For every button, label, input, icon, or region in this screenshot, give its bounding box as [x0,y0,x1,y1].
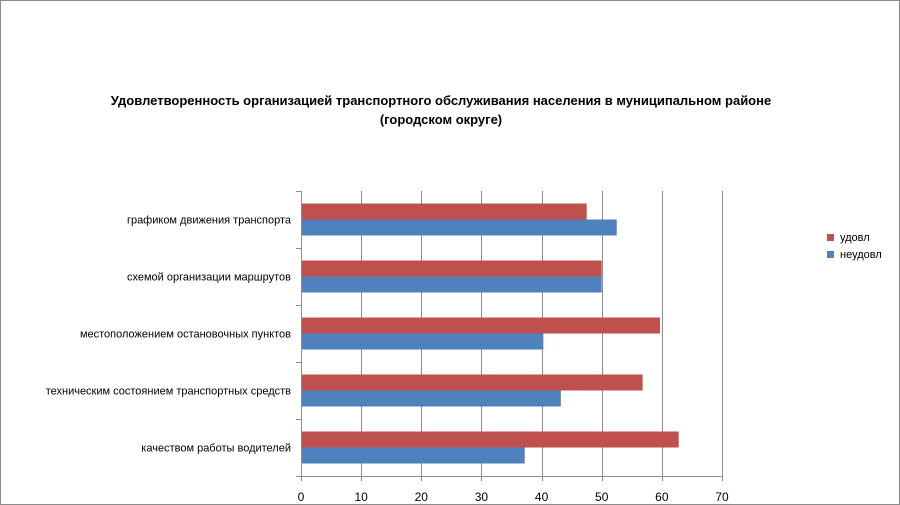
x-tick-label-70: 70 [715,490,729,504]
legend-label-1: неудовл [840,249,882,261]
bar-unsatisfied-4 [302,447,525,464]
y-category-label-1: схемой организации маршрутов [127,272,291,284]
x-tick-label-30: 30 [475,490,489,504]
legend-swatch-1 [827,251,834,258]
y-category-label-3: техническим состоянием транспортных сред… [46,386,291,398]
bar-unsatisfied-1 [302,276,602,293]
x-tick-label-60: 60 [655,490,669,504]
x-tick-label-20: 20 [415,490,429,504]
bar-satisfied-2 [302,317,661,334]
bar-satisfied-4 [302,431,679,448]
bar-unsatisfied-3 [302,390,561,407]
legend-swatch-0 [827,234,834,241]
bar-unsatisfied-2 [302,333,544,350]
x-tick-label-50: 50 [595,490,609,504]
x-tick-label-0: 0 [298,490,305,504]
bar-satisfied-3 [302,374,643,391]
bar-satisfied-0 [302,203,587,220]
legend-label-0: удовл [840,232,870,244]
x-tick-label-10: 10 [354,490,368,504]
y-category-label-4: качеством работы водителей [141,443,291,455]
chart-title-line-2: (городском округе) [379,112,503,127]
bar-unsatisfied-0 [302,219,617,236]
bar-satisfied-1 [302,260,602,277]
y-category-label-2: местоположением остановочных пунктов [80,329,291,341]
y-category-label-0: графиком движения транспорта [127,215,292,227]
x-tick-label-40: 40 [535,490,549,504]
chart-title-line-1: Удовлетворенность организацией транспорт… [110,93,772,108]
